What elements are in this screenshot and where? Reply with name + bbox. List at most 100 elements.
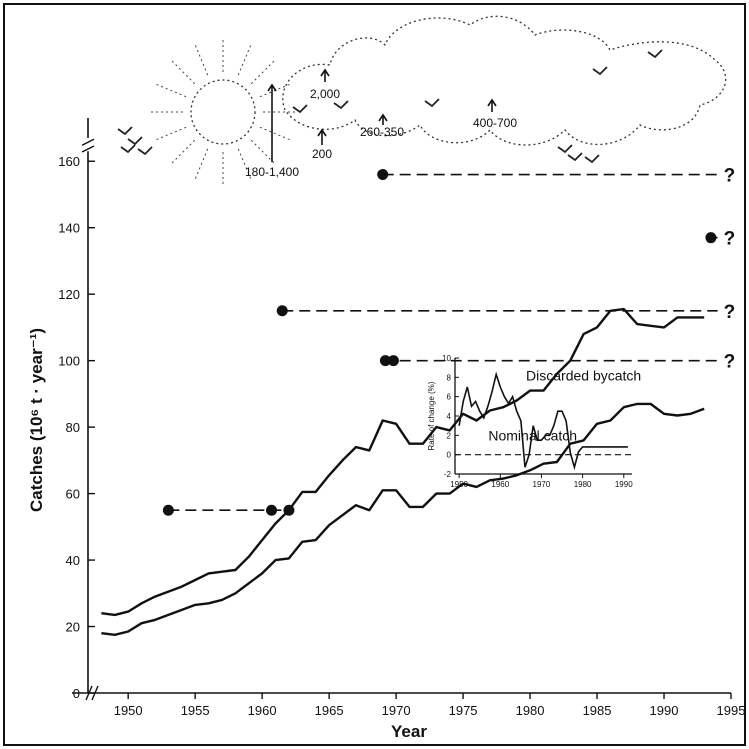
estimate-point [276, 305, 288, 317]
inset-chart: -2 0 2 4 6 8 10 1950 1960 1970 1980 1990 Rate of cha… [427, 354, 633, 489]
inset-y-tick-label: 0 [447, 451, 452, 460]
bird-icon [584, 154, 600, 164]
y-tick-label: 60 [66, 487, 80, 502]
sun-ray [171, 139, 196, 164]
series-labels: Discarded bycatch Nominal catch [488, 368, 641, 444]
sun-ray [194, 148, 209, 179]
estimate-point [377, 169, 389, 181]
bird-icon [567, 152, 583, 162]
sky-labels: 180-1,400 200 2,000 260-350 400-700 [245, 87, 517, 179]
bird-icons [117, 49, 663, 164]
estimate-question-mark: ? [724, 352, 736, 373]
inset-x-tick-label: 1970 [533, 480, 551, 489]
estimate-point [283, 504, 295, 516]
estimate-point [266, 504, 278, 516]
estimate-point [379, 355, 391, 367]
bird-icon [333, 100, 349, 110]
estimate-point [162, 504, 174, 516]
inset-y-tick-label: 4 [447, 412, 452, 421]
x-tick-label: 1960 [248, 703, 277, 718]
sun-ray [171, 60, 196, 85]
up-arrow-head [317, 128, 327, 137]
y-tick-label: 120 [58, 287, 80, 302]
up-arrow-head [378, 113, 388, 122]
series-label-discarded-bycatch: Discarded bycatch [526, 368, 641, 384]
inset-y-tick-label: 10 [442, 354, 451, 363]
bird-icon [117, 126, 133, 136]
x-tick-label: 1975 [449, 703, 478, 718]
sun-ray [259, 126, 290, 141]
x-tick-label: 1980 [516, 703, 545, 718]
inset-x-tick-label: 1990 [615, 480, 633, 489]
series-lines [101, 307, 705, 636]
y-tick-label: 40 [66, 553, 80, 568]
series-line-nominal-catch [101, 402, 705, 636]
inset-y-tick-label: -2 [444, 470, 452, 479]
sun-rays [151, 40, 295, 184]
sun-ray [250, 60, 275, 85]
bird-icon [424, 98, 440, 108]
y-tick-label: 100 [58, 354, 80, 369]
sun-ray [194, 45, 209, 76]
sky-label: 180-1,400 [245, 165, 299, 179]
bird-icon [557, 144, 573, 154]
sky-label: 400-700 [473, 116, 517, 130]
bird-icon [127, 136, 143, 146]
inset-y-tick-label: 6 [447, 393, 452, 402]
y-tick-label: 160 [58, 154, 80, 169]
y-tick-label: 0 [73, 686, 80, 701]
bird-icon [647, 49, 663, 59]
estimate-question-mark: ? [724, 166, 736, 187]
up-arrow-head [267, 83, 277, 92]
bird-icon [120, 144, 136, 154]
inset-y-tick-label: 2 [447, 431, 452, 440]
x-tick-label: 1985 [583, 703, 612, 718]
estimate-point [387, 355, 399, 367]
up-arrow-head [487, 98, 497, 107]
estimate-question-mark: ? [724, 302, 736, 323]
sun-ray [156, 83, 187, 98]
estimate-arrows [267, 68, 497, 162]
sky-label: 260-350 [360, 125, 404, 139]
sky-illustration: 180-1,400 200 2,000 260-350 400-700 [117, 15, 727, 184]
figure-border [3, 3, 746, 746]
estimate-point [705, 232, 717, 244]
y-axis-label: Catches (10⁶ t · year⁻¹) [27, 328, 46, 512]
inset-series-line [458, 371, 628, 471]
sky-label: 200 [312, 147, 332, 161]
bird-icon [292, 104, 308, 114]
sky-label: 2,000 [310, 87, 340, 101]
estimate-question-mark: ? [724, 229, 736, 250]
cloud-icon [282, 15, 727, 146]
sun-ray [250, 139, 275, 164]
x-axis-label: Year [391, 722, 427, 741]
series-label-nominal-catch: Nominal catch [488, 427, 577, 443]
inset-x-tick-label: 1950 [450, 480, 468, 489]
estimate-points: ???? [162, 166, 736, 516]
bird-icon [137, 146, 153, 156]
sun-ray [237, 45, 252, 76]
y-tick-label: 80 [66, 420, 80, 435]
y-axis-break [81, 138, 95, 153]
inset-y-tick-label: 8 [447, 373, 452, 382]
sun-icon [190, 79, 256, 145]
up-arrow-head [320, 68, 330, 77]
inset-x-tick-label: 1980 [574, 480, 592, 489]
x-tick-label: 1990 [650, 703, 679, 718]
sun-ray [237, 148, 252, 179]
sun-ray [156, 126, 187, 141]
x-tick-label: 1955 [181, 703, 210, 718]
sun-ray [259, 83, 290, 98]
x-tick-label: 1965 [315, 703, 344, 718]
inset-x-tick-label: 1960 [491, 480, 509, 489]
y-tick-label: 140 [58, 221, 80, 236]
x-tick-label: 1970 [382, 703, 411, 718]
inset-y-axis-label: Rate of change (%) [427, 381, 436, 450]
x-tick-label: 1995 [717, 703, 746, 718]
series-line-discarded-bycatch [101, 307, 705, 617]
x-tick-label: 1950 [114, 703, 143, 718]
bird-icon [592, 66, 608, 76]
